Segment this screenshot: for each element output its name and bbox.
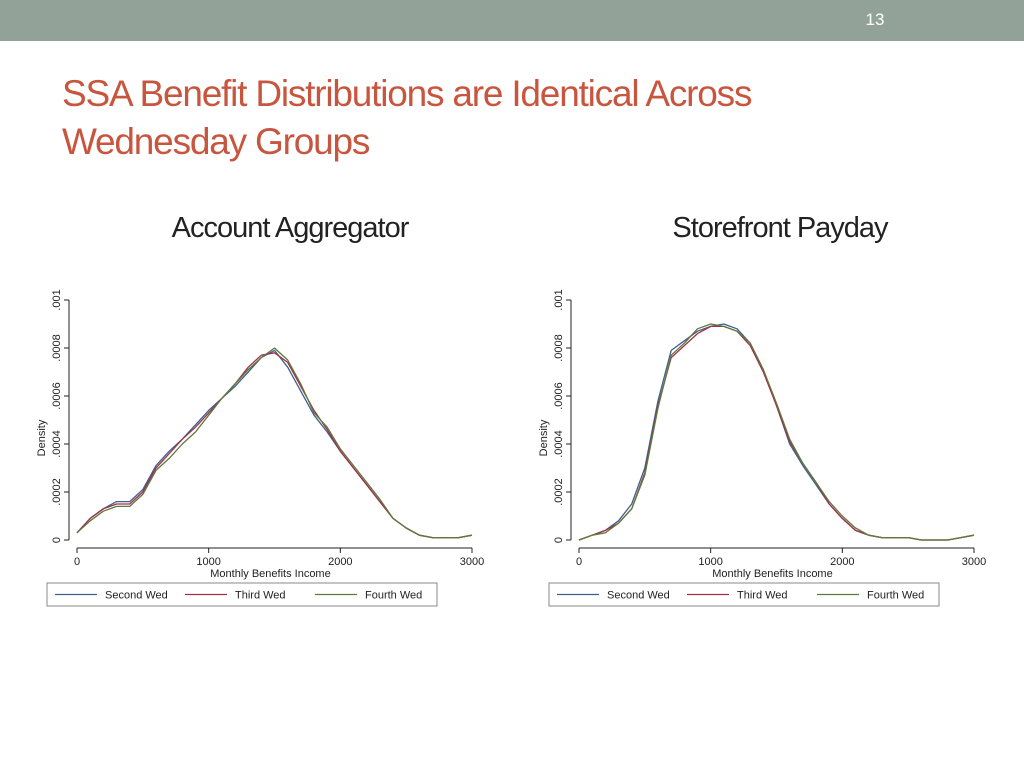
legend-box <box>46 582 438 607</box>
density-chart-account-aggregator: 0 .0002 .0004 .0006 .0008 .001 0 1000 2000 3000 De… <box>36 289 484 607</box>
x-tick-label: 1000 <box>196 556 220 568</box>
legend-label: Third Wed <box>737 590 788 602</box>
series-line-third-wed <box>578 325 975 541</box>
legend-label: Fourth Wed <box>867 590 924 602</box>
series-line-second-wed <box>76 349 473 539</box>
y-tick-label: .0008 <box>553 334 565 362</box>
legend-label: Third Wed <box>235 590 286 602</box>
x-tick-label: 1000 <box>698 556 722 568</box>
y-tick-label: .0006 <box>553 382 565 410</box>
series-line-third-wed <box>76 352 473 539</box>
slide-title-line-1: SSA Benefit Distributions are Identical … <box>62 73 752 114</box>
density-chart-storefront-payday: 0 .0002 .0004 .0006 .0008 .001 0 1000 2000 3000 De… <box>538 289 986 607</box>
series-line-fourth-wed <box>76 347 473 539</box>
y-tick-label: .0002 <box>51 478 63 506</box>
x-axis-title: Monthly Benefits Income <box>712 568 832 580</box>
x-tick-label: 0 <box>74 556 80 568</box>
x-tick-label: 2000 <box>830 556 854 568</box>
y-tick-label: .0004 <box>553 430 565 458</box>
x-tick-label: 0 <box>576 556 582 568</box>
legend-label: Fourth Wed <box>365 590 422 602</box>
legend-label: Second Wed <box>105 590 168 602</box>
y-tick-label: 0 <box>553 537 565 543</box>
legend-box <box>548 582 940 607</box>
x-tick-label: 3000 <box>962 556 986 568</box>
chart-title-account-aggregator: Account Aggregator <box>171 212 410 244</box>
y-tick-label: .0006 <box>51 382 63 410</box>
series-line-fourth-wed <box>578 323 975 541</box>
x-axis-title: Monthly Benefits Income <box>210 568 330 580</box>
slide-title: SSA Benefit Distributions are Identical … <box>62 70 962 166</box>
y-axis-title: Density <box>36 419 48 456</box>
slide-top-bar: 13 <box>0 0 1024 41</box>
x-tick-label: 2000 <box>328 556 352 568</box>
x-tick-label: 3000 <box>460 556 484 568</box>
chart-title-storefront-payday: Storefront Payday <box>672 212 888 244</box>
series-line-second-wed <box>578 323 975 541</box>
legend-label: Second Wed <box>607 590 670 602</box>
slide-number: 13 <box>865 10 885 29</box>
y-axis-title: Density <box>538 419 550 456</box>
y-tick-label: .0004 <box>51 430 63 458</box>
y-tick-label: 0 <box>51 537 63 543</box>
slide-title-line-2: Wednesday Groups <box>62 121 370 162</box>
y-tick-label: .001 <box>51 289 63 310</box>
y-tick-label: .0008 <box>51 334 63 362</box>
y-tick-label: .0002 <box>553 478 565 506</box>
y-tick-label: .001 <box>553 289 565 310</box>
